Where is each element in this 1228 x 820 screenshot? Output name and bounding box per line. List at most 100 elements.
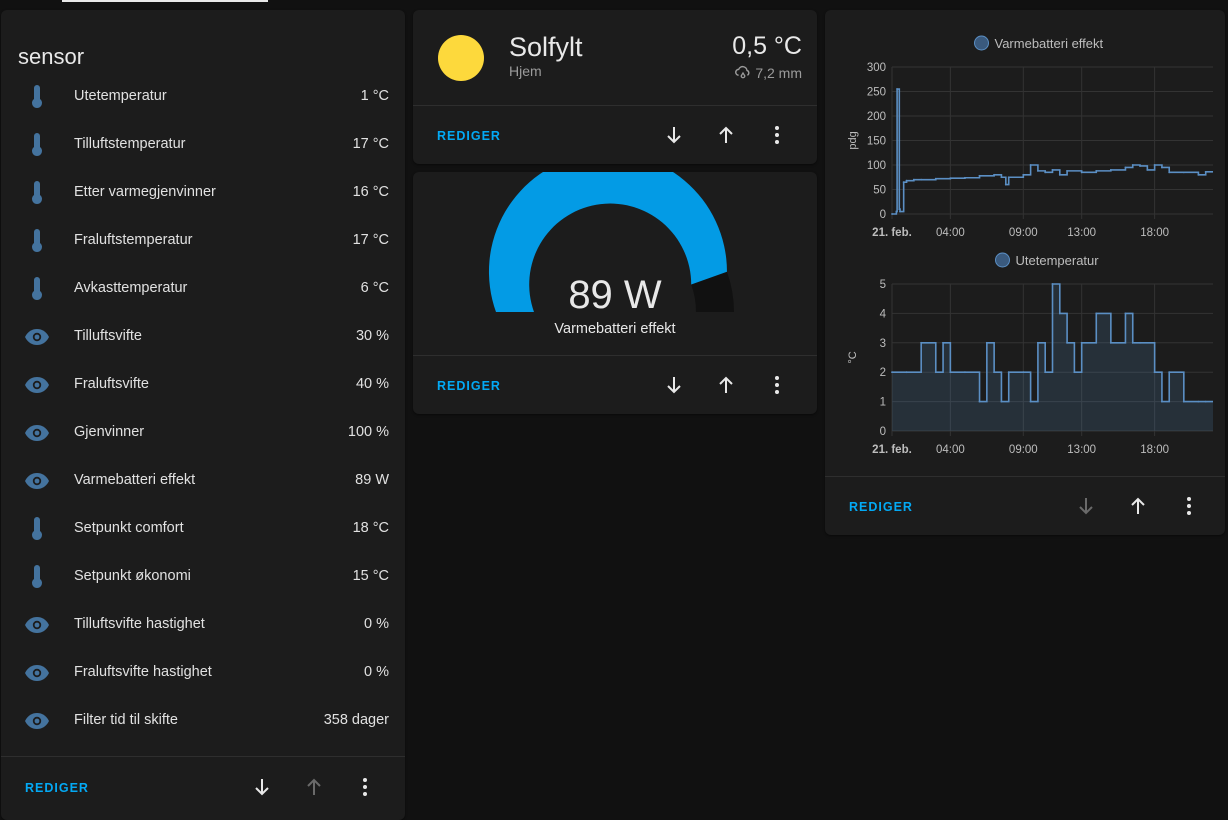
data-point [1204,170,1207,173]
weather-condition: Solfylt [509,32,583,62]
more-options-button[interactable] [762,370,792,400]
data-point [1153,371,1156,374]
history-graph-card[interactable]: Varmebatteri effekt 0 50 100 150 200 250 300 21.… [825,10,1225,535]
more-options-button[interactable] [350,772,380,802]
data-point [942,341,944,344]
x-tick-label: 09:00 [1009,444,1038,456]
thermometer-icon [23,181,51,205]
precipitation-value: 7,2 mm [755,65,802,81]
entities-card: sensor Utetemperatur 1 °C Tilluftstemperat… [1,10,405,820]
entity-row[interactable]: Tilluftsvifte 30 % [1,313,405,361]
entity-state: 18 °C [352,520,389,536]
eye-icon [23,469,51,493]
move-down-button[interactable] [659,370,689,400]
entity-row[interactable]: Tilluftstemperatur 17 °C [1,121,405,169]
x-tick-label: 18:00 [1140,227,1169,239]
weather-location: Hjem [509,63,542,79]
entity-row[interactable]: Etter varmegjenvinner 16 °C [1,169,405,217]
data-point [1066,341,1068,344]
entity-name: Etter varmegjenvinner [74,184,216,200]
entity-row[interactable]: Tilluftsvifte hastighet 0 % [1,601,405,649]
data-point [1139,341,1141,344]
gauge-card[interactable]: REDIGER [413,172,817,414]
gauge-dial [489,172,734,312]
data-point [1029,400,1032,403]
data-point [1095,312,1098,315]
entity-row[interactable]: Fraluftsvifte hastighet 0 % [1,649,405,697]
y-tick-label: 1 [880,397,886,409]
arrow-down-icon [667,377,681,394]
data-point [1037,341,1039,344]
move-up-button[interactable] [1123,491,1153,521]
data-point [1182,400,1185,403]
move-down-button[interactable] [247,772,277,802]
entity-row[interactable]: Avkasttemperatur 6 °C [1,265,405,313]
entity-row[interactable]: Fraluftstemperatur 17 °C [1,217,405,265]
entity-state: 16 °C [352,184,389,200]
data-point [891,213,893,215]
sun-icon [438,35,484,81]
dots-vertical-icon [775,126,779,144]
entity-name: Fraluftsvifte hastighet [74,664,212,680]
edit-button[interactable]: REDIGER [25,781,89,795]
entity-row[interactable]: Setpunkt comfort 18 °C [1,505,405,553]
entity-row[interactable]: Gjenvinner 100 % [1,409,405,457]
edit-button[interactable]: REDIGER [437,379,501,393]
x-tick-label: 09:00 [1009,227,1038,239]
data-point [1109,341,1112,344]
entity-row[interactable]: Filter tid til skifte 358 dager [1,697,405,745]
y-axis-label: pdg [847,131,859,149]
data-point [1066,169,1068,172]
data-point [1022,173,1025,176]
move-down-button[interactable] [1071,491,1101,521]
y-tick-label: 2 [880,367,886,379]
move-down-button[interactable] [659,120,689,150]
weather-precipitation: 7,2 mm [734,65,802,81]
more-options-button[interactable] [762,120,792,150]
entity-state: 358 dager [323,712,389,728]
more-options-button[interactable] [1174,491,1204,521]
data-point [1000,400,1003,403]
data-point [934,371,937,374]
data-point [1000,176,1003,179]
data-point [1146,169,1149,171]
y-tick-label: 300 [867,62,886,74]
arrow-up-icon [719,126,733,143]
entity-name: Fraluftstemperatur [74,232,193,248]
move-up-button[interactable] [711,120,741,150]
data-point [1197,400,1200,403]
x-tick-label: 21. feb. [872,444,912,456]
data-point [1168,171,1171,174]
entity-state: 15 °C [352,568,389,584]
legend-label: Utetemperatur [1016,253,1100,268]
legend-swatch [974,35,989,51]
entity-name: Fraluftsvifte [74,376,149,392]
entity-row[interactable]: Fraluftsvifte 40 % [1,361,405,409]
arrow-down-icon [1079,498,1093,515]
move-up-button[interactable] [711,370,741,400]
active-tab-indicator [62,0,268,2]
y-tick-label: 50 [873,185,886,197]
arrow-up-icon [1131,497,1145,514]
entity-state: 89 W [355,472,389,488]
weather-card[interactable]: REDIGER [413,10,817,164]
thermometer-icon [23,565,51,589]
data-point [1197,173,1200,176]
move-up-button[interactable] [299,772,329,802]
data-point [1161,166,1163,169]
entity-row[interactable]: Varmebatteri effekt 89 W [1,457,405,505]
legend-swatch [995,252,1010,268]
entity-row[interactable]: Utetemperatur 1 °C [1,73,405,121]
entity-state: 30 % [355,328,389,344]
eye-icon [23,421,51,445]
edit-button[interactable]: REDIGER [437,129,501,143]
edit-button[interactable]: REDIGER [849,500,913,514]
entity-state: 0 % [364,616,389,632]
entity-row[interactable]: Setpunkt økonomi 15 °C [1,553,405,601]
cloud-rain-icon [735,65,750,79]
x-tick-label: 13:00 [1067,444,1096,456]
entity-state: 100 % [347,424,389,440]
arrow-down-icon [255,779,269,796]
thermometer-icon [23,517,51,541]
entity-name: Gjenvinner [74,424,145,440]
